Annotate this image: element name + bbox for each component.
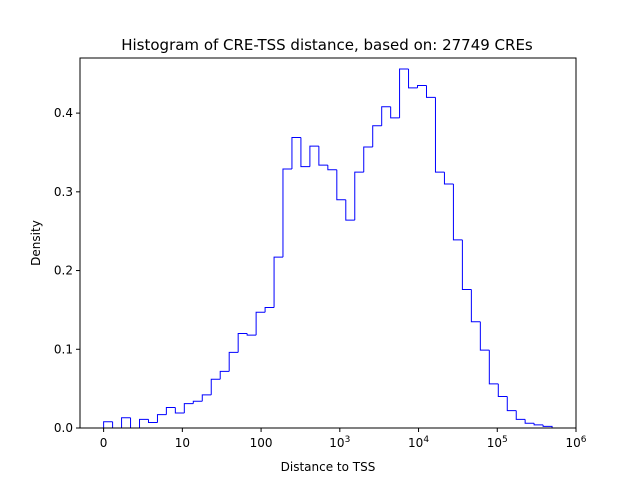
y-axis-label: Density	[29, 220, 43, 266]
y-axis: 0.0 0.1 0.2 0.3 0.4	[54, 106, 80, 435]
histogram-bin	[156, 414, 167, 423]
y-tick-label: 0.3	[54, 185, 73, 199]
histogram-bin	[542, 424, 553, 428]
histogram-bin	[192, 400, 203, 404]
histogram-bin	[139, 418, 149, 428]
histogram-bin	[318, 146, 328, 166]
histogram-bin	[336, 169, 346, 201]
histogram-bin	[434, 97, 445, 173]
histogram-bin	[524, 419, 535, 424]
histogram-bin	[103, 421, 113, 428]
histogram-bin	[408, 69, 418, 89]
histogram-bin	[417, 85, 427, 88]
histogram-bin	[174, 407, 185, 414]
histogram-bin	[515, 410, 526, 420]
histogram-bin	[533, 423, 544, 426]
histogram-bin	[147, 419, 158, 423]
histogram-bin	[345, 199, 355, 221]
y-tick-label: 0.0	[54, 421, 73, 435]
histogram-bin	[381, 106, 391, 126]
histogram-bin	[470, 289, 481, 323]
histogram-bin	[165, 407, 176, 415]
chart-title: Histogram of CRE-TSS distance, based on:…	[121, 36, 533, 54]
histogram-bin	[282, 168, 292, 258]
histogram-bin	[363, 146, 373, 173]
y-tick-label: 0.2	[54, 264, 73, 278]
x-axis-label: Distance to TSS	[281, 460, 376, 474]
histogram-bin	[390, 106, 400, 119]
plot-area	[103, 68, 553, 429]
histogram-bin	[201, 394, 212, 402]
histogram-bin	[291, 137, 301, 169]
histogram-bin	[506, 396, 517, 412]
histogram-bin	[443, 172, 454, 185]
histogram-bin	[237, 333, 248, 353]
plot-frame	[79, 57, 577, 429]
histogram-bin	[497, 383, 508, 398]
histogram-bin	[399, 68, 409, 118]
x-tick-label: 104	[408, 435, 429, 450]
histogram-bin	[461, 239, 472, 290]
x-tick-label: 106	[565, 435, 586, 450]
histogram-bin	[372, 125, 382, 147]
y-tick-label: 0.4	[54, 106, 73, 120]
histogram-bin	[452, 183, 463, 241]
x-tick-label: 10	[175, 436, 190, 450]
histogram-bin	[228, 351, 239, 372]
histogram-bin	[121, 417, 131, 428]
y-tick-label: 0.1	[54, 342, 73, 356]
x-tick-label: 0	[100, 436, 108, 450]
histogram-bin	[264, 307, 275, 313]
histogram-bin	[255, 311, 266, 336]
histogram-bin	[479, 321, 490, 351]
histogram-bin	[183, 403, 194, 414]
x-tick-label: 103	[329, 435, 350, 450]
histogram-bin	[425, 85, 436, 98]
histogram-bin	[300, 137, 310, 168]
histogram-bin	[354, 171, 364, 221]
histogram-bin	[309, 145, 319, 167]
histogram-bin	[246, 333, 257, 336]
x-tick-label: 105	[487, 435, 508, 450]
x-tick-label: 100	[250, 436, 273, 450]
histogram-bin	[488, 350, 499, 385]
x-axis: 0 10 100 103 104 105 106	[100, 428, 587, 450]
histogram-bin	[219, 370, 230, 380]
histogram-bin	[273, 256, 283, 308]
histogram-bin	[210, 378, 221, 395]
histogram-bin	[327, 165, 337, 171]
